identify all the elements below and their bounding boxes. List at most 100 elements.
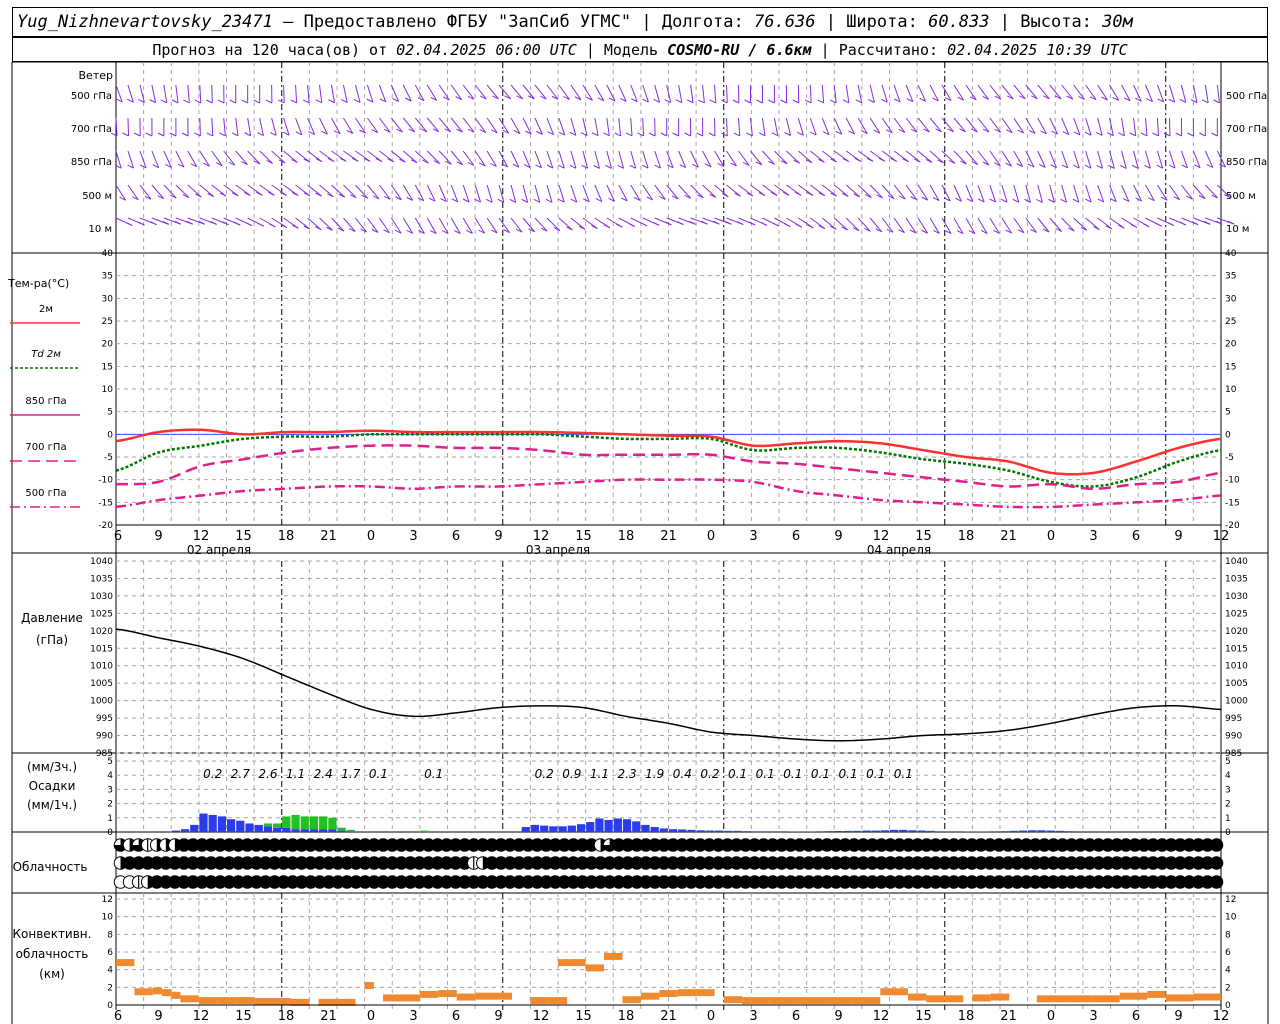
wind-barb-staff [1156,150,1164,169]
wind-barb-flag [868,99,875,103]
wind-barb-staff [1133,117,1137,136]
hour-tick-label: 12 [193,529,210,544]
hour-tick-label: 21 [1000,529,1017,544]
wind-barb-flag [206,99,213,104]
wind-barb-staff [355,184,368,199]
wind-barb-staff [905,84,914,102]
wind-barb-staff [1085,84,1097,100]
wind-barb-flag [713,220,720,225]
wind-barb-staff [163,184,177,199]
wind-barb-flag [466,229,473,234]
conv-title-3: (км) [39,967,65,981]
conv-bar [235,997,255,1005]
wind-barb-staff [1121,150,1127,169]
wind-barb-staff [1181,184,1193,200]
wind-barb-flag [504,95,511,100]
wind-barb-staff [1085,150,1092,169]
wind-barb-flag [1084,164,1092,169]
wind-barb-staff [630,84,638,102]
wind-barb-flag [1191,221,1199,226]
wind-barb-flag [418,230,425,234]
wind-barb-flag [194,99,201,104]
wind-barb-staff [1097,150,1104,169]
conv-tick-left: 8 [107,930,113,940]
rain-bar [540,825,549,832]
wind-barb-staff [1001,84,1014,100]
wind-barb-flag [359,129,366,134]
wind-barb-staff [522,117,532,135]
wind-barb-staff [390,184,402,201]
wind-barb-staff [1192,84,1198,103]
wind-barb-staff [929,217,940,234]
wind-barb-flag [1173,196,1180,201]
wind-barb-flag [280,224,288,229]
wind-barb-staff [1073,217,1088,231]
wind-barb-staff [1061,84,1074,100]
wind-barb-staff [582,150,589,169]
wind-barb-flag [1199,132,1206,137]
wind-barb-flag [944,230,952,234]
wind-barb-staff [223,150,236,166]
wind-barb-flag [696,132,703,137]
wind-barb-flag [291,159,298,163]
wind-barb-flag [490,229,498,234]
wind-barb-flag [994,95,1002,100]
pressure-tick-left: 1030 [90,592,113,602]
wind-barb-flag [303,192,311,197]
conv-bar [180,995,190,1003]
wind-barb-flag [353,98,361,103]
wind-barb-staff [810,217,826,230]
conv-tick-right: 2 [1225,983,1231,993]
wind-barb-flag [677,221,684,225]
wind-barb-flag [535,164,542,169]
wind-barb-flag [110,132,118,137]
pressure-tick-right: 1025 [1225,609,1248,619]
rain-bar [622,819,632,832]
wind-barb-staff [462,184,470,203]
wind-barb-flag [210,220,217,225]
wind-barb-flag [553,227,561,232]
wind-barb-flag [701,220,708,225]
rain-bar [1074,831,1083,832]
wind-barb-flag [115,98,123,103]
wind-barb-staff [199,117,201,137]
wind-barb-flag [853,193,860,198]
conv-bar [116,959,135,967]
wind-barb-staff [606,150,612,169]
wind-barb-staff [558,84,570,100]
wind-barb-staff [510,217,523,233]
wind-barb-flag [1016,163,1023,168]
wind-level-label: 10 м [89,224,112,235]
wind-barb-flag [1168,164,1176,169]
wind-barb-flag [1216,220,1223,225]
hour-tick-label: 0 [367,529,375,544]
wind-level-label: 500 гПа [71,91,112,102]
wind-barb-flag [1038,163,1046,168]
hour-tick-label: 18 [958,529,975,544]
wind-barb-staff [414,150,429,164]
snow-bar [263,823,273,827]
wind-barb-flag [157,195,164,200]
temp-tick-right: -20 [1225,521,1240,531]
wind-barb-flag [256,191,263,196]
wind-barb-flag [1156,164,1163,169]
hour-tick-label-bottom: 9 [154,1009,162,1024]
wind-barb-flag [1193,164,1201,169]
snow-bar [420,830,429,832]
wind-barb-flag [1140,132,1148,137]
wind-barb-flag [878,157,886,162]
rain-bar [254,824,263,832]
wind-barb-staff [211,184,227,197]
wind-barb-flag [1211,132,1218,137]
wind-barb-flag [919,97,926,102]
wind-barb-staff [893,150,909,163]
wind-barb-flag [971,128,978,133]
wind-barb-staff [211,84,213,104]
wind-barb-flag [351,157,359,162]
wind-barb-flag [614,132,621,137]
wind-barb-flag [793,159,800,164]
wind-barb-staff [917,117,930,133]
wind-barb-flag [372,195,380,200]
wind-barb-flag [586,96,593,101]
